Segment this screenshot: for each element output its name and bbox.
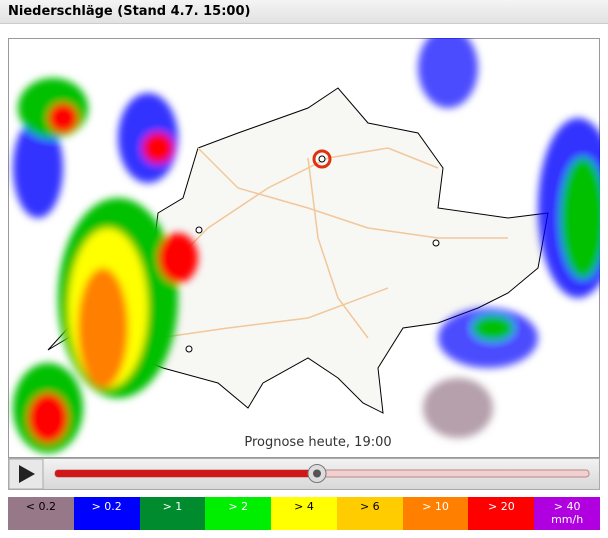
legend-label: > 2 bbox=[228, 500, 249, 513]
legend-label: > 6 bbox=[359, 500, 380, 513]
legend-unit: mm/h bbox=[551, 513, 584, 526]
city bbox=[195, 226, 203, 234]
city bbox=[432, 239, 440, 247]
map-caption: Prognose heute, 19:00 bbox=[244, 435, 391, 450]
title: Niederschläge (Stand 4.7. 15:00) bbox=[8, 4, 251, 19]
slider-knob-dot bbox=[313, 469, 321, 478]
legend-item: > 40 mm/h bbox=[534, 497, 601, 530]
legend-label: > 10 bbox=[422, 500, 449, 513]
legend-label: > 40 bbox=[553, 500, 581, 513]
legend-item: < 0.2 bbox=[8, 497, 74, 530]
legend-label: > 0.2 bbox=[91, 500, 122, 513]
legend-item: > 2 bbox=[205, 497, 272, 530]
player-controls bbox=[8, 458, 600, 490]
map: Prognose heute, 19:00 bbox=[8, 38, 600, 458]
title-bar: Niederschläge (Stand 4.7. 15:00) bbox=[0, 0, 608, 24]
play-icon bbox=[19, 465, 35, 483]
legend-label: > 1 bbox=[162, 500, 183, 513]
slider-progress bbox=[55, 470, 317, 477]
legend-item: > 20 bbox=[468, 497, 535, 530]
player bbox=[8, 458, 590, 490]
precipitation bbox=[13, 38, 600, 453]
location-marker[interactable] bbox=[312, 149, 332, 169]
legend-item: > 4 bbox=[271, 497, 337, 530]
legend-label: > 20 bbox=[488, 500, 515, 513]
legend-item: > 1 bbox=[139, 497, 206, 530]
legend: < 0.2 > 0.2 > 1 > 2 > 4 > 6 > 10 > 20 > 40 mm/h bbox=[8, 497, 601, 530]
legend-label: < 0.2 bbox=[25, 500, 56, 513]
city bbox=[318, 155, 326, 163]
legend-item: > 10 bbox=[402, 497, 469, 530]
legend-item: > 6 bbox=[336, 497, 403, 530]
legend-item: > 0.2 bbox=[73, 497, 140, 530]
city bbox=[185, 345, 193, 353]
legend-label: > 4 bbox=[294, 500, 314, 513]
